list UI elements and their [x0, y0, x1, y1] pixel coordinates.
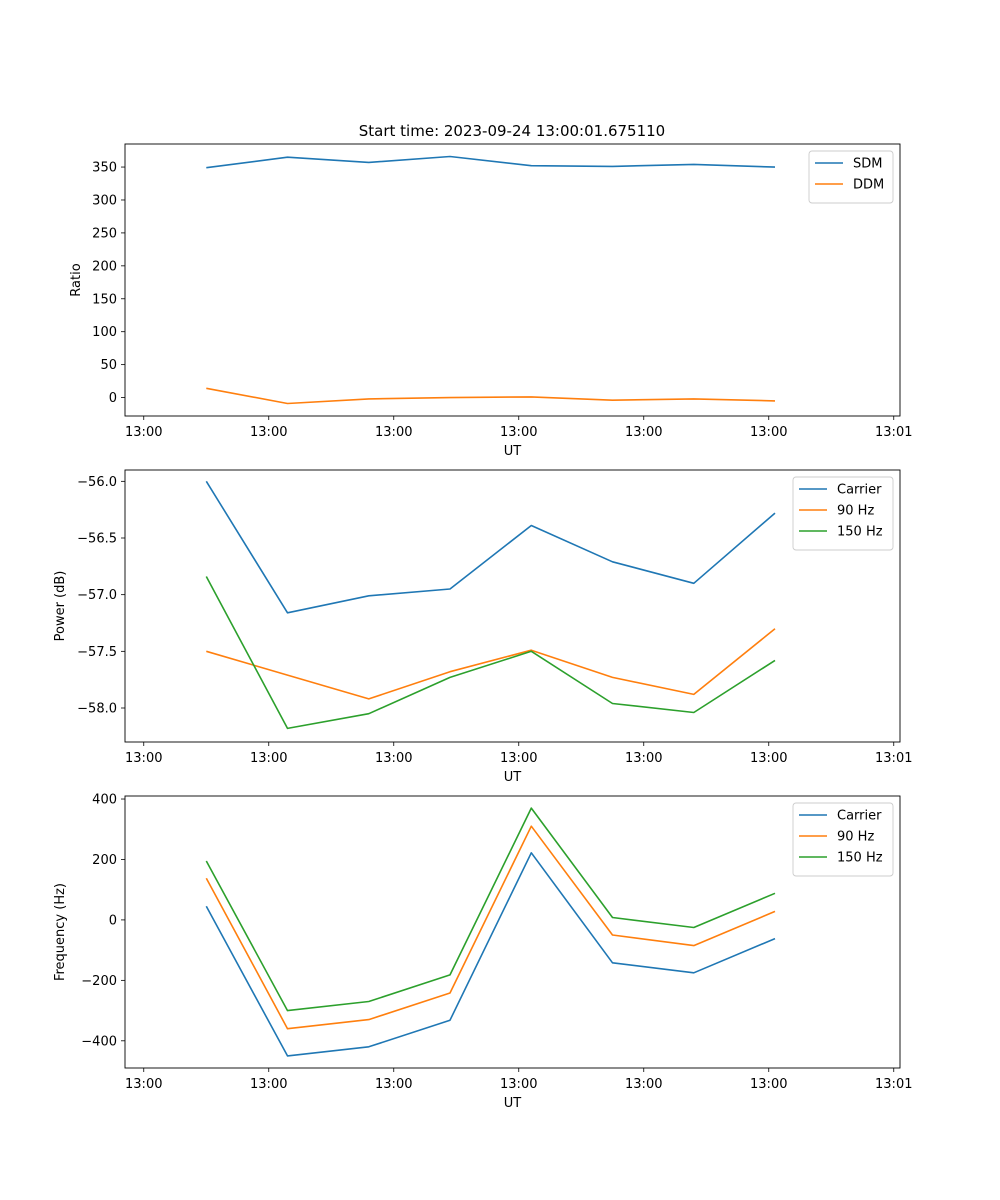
x-tick-label: 13:00: [750, 751, 787, 766]
y-tick-label: −200: [81, 974, 117, 989]
x-tick-label: 13:00: [250, 425, 287, 440]
y-tick-label: 250: [92, 226, 117, 241]
y-tick-label: 200: [92, 853, 117, 868]
x-tick-label: 13:00: [125, 1077, 162, 1092]
y-tick-label: −56.5: [77, 532, 117, 547]
chart-title: Start time: 2023-09-24 13:00:01.675110: [359, 122, 665, 140]
x-tick-label: 13:00: [500, 751, 537, 766]
series-line-90-hz: [206, 628, 776, 700]
legend-label: 150 Hz: [837, 851, 883, 866]
y-axis-label: Power (dB): [53, 571, 68, 642]
legend-label: SDM: [853, 157, 882, 172]
y-tick-label: 100: [92, 325, 117, 340]
y-tick-label: −56.0: [77, 475, 117, 490]
x-tick-label: 13:01: [875, 1077, 912, 1092]
x-tick-label: 13:00: [125, 751, 162, 766]
legend-label: 150 Hz: [837, 525, 883, 540]
y-tick-label: 300: [92, 193, 117, 208]
axes-frame: [124, 143, 901, 417]
x-axis-label: UT: [504, 1096, 522, 1111]
series-line-90-hz: [205, 825, 776, 1030]
y-tick-label: 150: [92, 292, 117, 307]
x-axis-label: UT: [504, 770, 522, 785]
x-tick-label: 13:00: [250, 751, 287, 766]
legend: Carrier 90 Hz 150 Hz: [792, 476, 894, 551]
y-tick-label: 400: [92, 793, 117, 808]
legend-box: [808, 150, 894, 204]
x-tick-label: 13:00: [625, 751, 662, 766]
axes-frame: [124, 469, 901, 743]
series-line-150-hz: [205, 576, 776, 730]
y-tick-label: 0: [109, 913, 117, 928]
x-tick-label: 13:00: [500, 425, 537, 440]
x-tick-label: 13:00: [625, 1077, 662, 1092]
frequency-panel: 13:00 13:00 13:00 13:00 13:00 13:00 13:01 UT −40…: [53, 793, 912, 1111]
x-tick-label: 13:01: [875, 751, 912, 766]
power-panel: 13:00 13:00 13:00 13:00 13:00 13:00 13:01 UT −58…: [53, 469, 912, 785]
y-tick-label: −57.0: [77, 588, 117, 603]
y-tick-label: −58.0: [77, 702, 117, 717]
x-tick-label: 13:00: [750, 1077, 787, 1092]
series-line-ddm: [206, 387, 776, 405]
x-tick-label: 13:00: [250, 1077, 287, 1092]
legend: SDM DDM: [808, 150, 894, 204]
x-tick-label: 13:00: [500, 1077, 537, 1092]
legend: Carrier 90 Hz 150 Hz: [792, 802, 894, 877]
legend-label: 90 Hz: [837, 830, 874, 845]
y-tick-label: −400: [81, 1034, 117, 1049]
x-axis-label: UT: [504, 444, 522, 459]
x-tick-label: 13:00: [125, 425, 162, 440]
ratio-panel: 13:00 13:00 13:00 13:00 13:00 13:00 13:01 UT 0 50…: [69, 143, 912, 459]
legend-label: Carrier: [837, 483, 882, 498]
legend-label: Carrier: [837, 809, 882, 824]
x-tick-label: 13:00: [375, 1077, 412, 1092]
x-tick-label: 13:00: [375, 425, 412, 440]
series-line-carrier: [205, 851, 776, 1057]
axes-frame: [124, 795, 901, 1069]
x-tick-label: 13:00: [625, 425, 662, 440]
y-axis-label: Frequency (Hz): [53, 883, 68, 981]
y-tick-label: 50: [100, 358, 117, 373]
y-tick-label: −57.5: [77, 645, 117, 660]
y-tick-label: 0: [109, 391, 117, 406]
legend-label: DDM: [853, 178, 884, 193]
series-line-150-hz: [205, 807, 776, 1012]
y-tick-label: 200: [92, 259, 117, 274]
legend-label: 90 Hz: [837, 504, 874, 519]
y-axis-label: Ratio: [69, 263, 84, 296]
x-tick-label: 13:00: [375, 751, 412, 766]
series-line-sdm: [206, 155, 776, 169]
y-tick-label: 350: [92, 161, 117, 176]
series-line-carrier: [205, 480, 776, 614]
x-tick-label: 13:00: [750, 425, 787, 440]
x-tick-label: 13:01: [875, 425, 912, 440]
